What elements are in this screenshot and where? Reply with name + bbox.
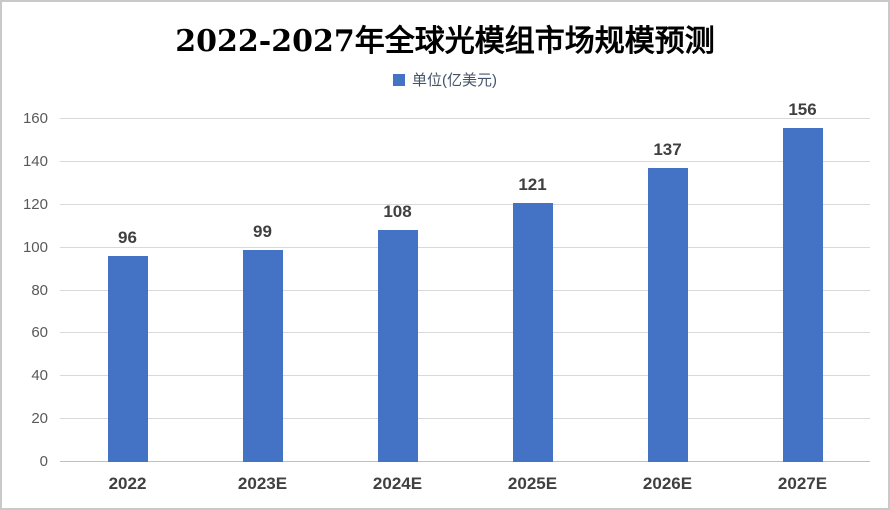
bar-2027E (782, 127, 823, 462)
y-tick-label: 0 (39, 453, 48, 470)
gridline (60, 289, 870, 291)
y-tick-label: 100 (22, 238, 48, 256)
y-tick-label: 120 (22, 195, 48, 213)
legend: 单位(亿美元) (2, 69, 888, 90)
x-tick-label-2022: 2022 (108, 474, 147, 493)
bar-2025E (512, 202, 553, 462)
bar-2024E (377, 230, 418, 462)
y-tick-label: 40 (31, 367, 48, 385)
legend-label: 单位(亿美元) (412, 72, 497, 89)
x-tick-label-2025E: 2025E (507, 474, 558, 493)
y-tick-label: 80 (31, 281, 48, 299)
data-label-2024E: 108 (383, 202, 412, 222)
data-label-2023E: 99 (253, 221, 272, 241)
plot-area: 96 99 108 121 137 156 (60, 100, 870, 462)
y-tick-label: 20 (31, 410, 48, 428)
data-label-2025E: 121 (518, 174, 547, 194)
chart-title: 2022-2027年全球光模组市场规模预测 (175, 24, 715, 59)
gridline (60, 332, 870, 334)
legend-square-icon (393, 73, 405, 86)
y-tick-label: 160 (22, 110, 48, 127)
x-tick-label-2026E: 2026E (642, 474, 693, 493)
bar-2022 (107, 256, 148, 462)
y-tick-label: 140 (22, 152, 48, 170)
gridline (60, 418, 870, 420)
x-tick-label-2024E: 2024E (372, 474, 423, 493)
gridline (60, 246, 870, 248)
x-axis-line (60, 461, 870, 462)
bar-2023E (242, 249, 283, 462)
data-label-2026E: 137 (653, 140, 682, 160)
x-tick-label-2027E: 2027E (777, 474, 828, 493)
data-label-2022: 96 (118, 228, 137, 248)
gridline (60, 160, 870, 162)
gridline (60, 118, 870, 119)
data-label-2027E: 156 (788, 99, 817, 119)
y-tick-label: 60 (31, 324, 48, 342)
bar-2026E (647, 168, 688, 462)
gridline (60, 375, 870, 377)
x-tick-label-2023E: 2023E (237, 474, 288, 493)
gridline (60, 203, 870, 205)
